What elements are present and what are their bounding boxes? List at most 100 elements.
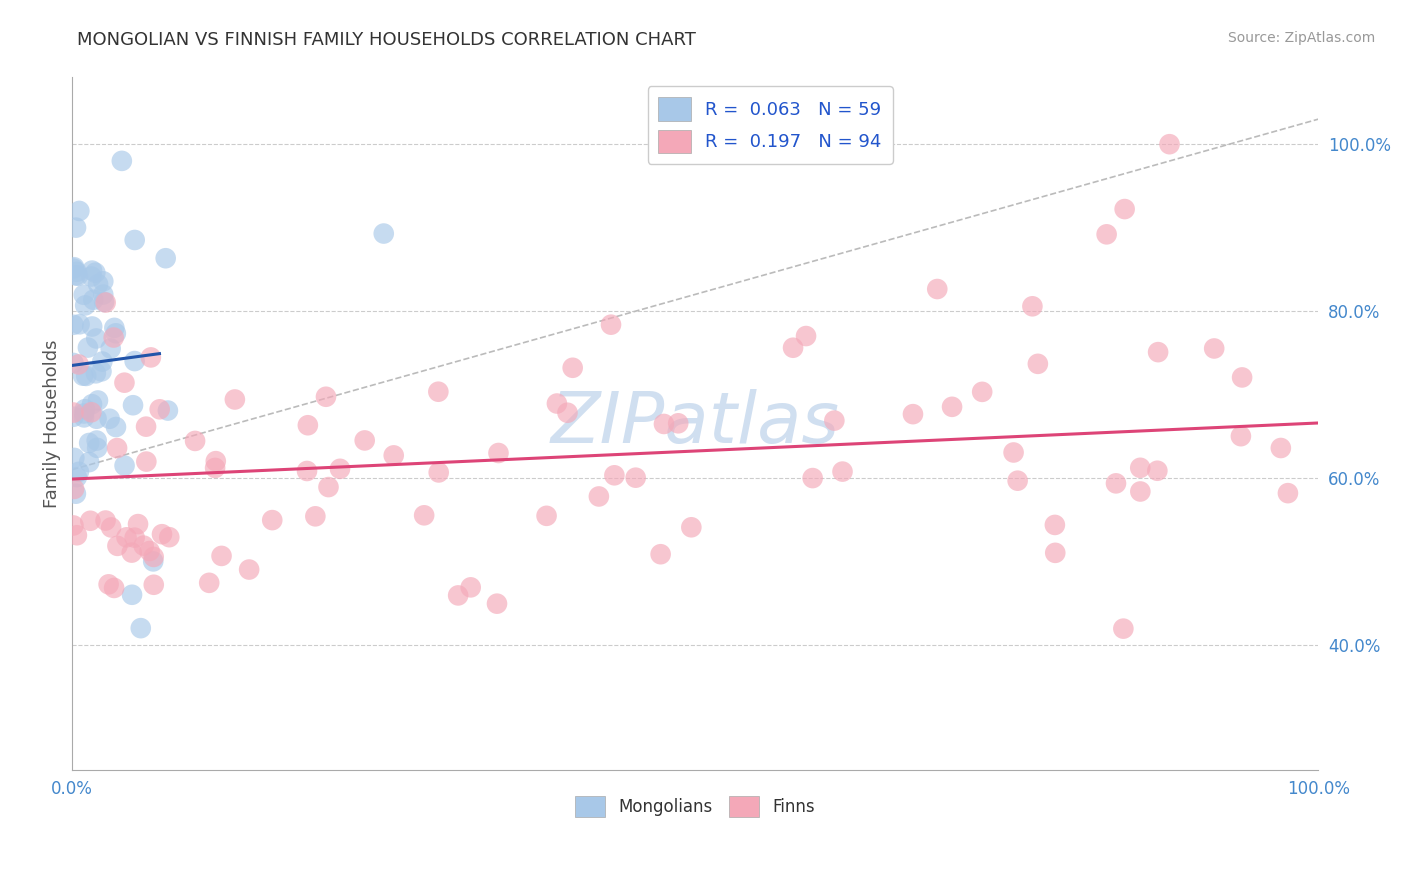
Point bbox=[94, 514, 117, 528]
Point bbox=[184, 434, 207, 448]
Point bbox=[129, 621, 152, 635]
Point bbox=[86, 434, 108, 448]
Point bbox=[122, 398, 145, 412]
Point bbox=[823, 414, 845, 428]
Point bbox=[115, 530, 138, 544]
Point bbox=[295, 464, 318, 478]
Point bbox=[103, 321, 125, 335]
Point bbox=[87, 277, 110, 292]
Point bbox=[121, 588, 143, 602]
Point bbox=[84, 367, 107, 381]
Point bbox=[1129, 460, 1152, 475]
Point bbox=[62, 409, 84, 424]
Point bbox=[62, 318, 84, 332]
Point bbox=[901, 407, 924, 421]
Point bbox=[73, 287, 96, 301]
Point bbox=[67, 465, 90, 479]
Point bbox=[238, 563, 260, 577]
Point bbox=[488, 446, 510, 460]
Point bbox=[75, 368, 97, 383]
Point bbox=[460, 580, 482, 594]
Point bbox=[63, 260, 86, 275]
Point bbox=[1026, 357, 1049, 371]
Point bbox=[135, 454, 157, 468]
Point bbox=[297, 418, 319, 433]
Point bbox=[142, 549, 165, 564]
Point bbox=[80, 397, 103, 411]
Point bbox=[1230, 370, 1253, 384]
Point bbox=[1277, 486, 1299, 500]
Point bbox=[77, 341, 100, 355]
Point bbox=[139, 351, 162, 365]
Point bbox=[782, 341, 804, 355]
Point bbox=[224, 392, 246, 407]
Point bbox=[105, 441, 128, 455]
Point bbox=[111, 153, 134, 168]
Point bbox=[142, 578, 165, 592]
Point bbox=[91, 354, 114, 368]
Point bbox=[66, 528, 89, 542]
Point bbox=[62, 356, 84, 370]
Text: MONGOLIAN VS FINNISH FAMILY HOUSEHOLDS CORRELATION CHART: MONGOLIAN VS FINNISH FAMILY HOUSEHOLDS C… bbox=[77, 31, 696, 49]
Point bbox=[1043, 517, 1066, 532]
Point bbox=[1230, 429, 1253, 443]
Point bbox=[127, 517, 149, 532]
Point bbox=[156, 403, 179, 417]
Point bbox=[427, 466, 450, 480]
Point bbox=[124, 531, 146, 545]
Point bbox=[73, 410, 96, 425]
Point bbox=[413, 508, 436, 523]
Point bbox=[65, 268, 87, 283]
Point bbox=[98, 411, 121, 425]
Point bbox=[132, 539, 155, 553]
Text: Source: ZipAtlas.com: Source: ZipAtlas.com bbox=[1227, 31, 1375, 45]
Point bbox=[157, 530, 180, 544]
Point bbox=[198, 575, 221, 590]
Y-axis label: Family Households: Family Households bbox=[44, 340, 60, 508]
Point bbox=[80, 269, 103, 284]
Point bbox=[1146, 464, 1168, 478]
Point bbox=[86, 441, 108, 455]
Point bbox=[84, 331, 107, 345]
Point bbox=[150, 527, 173, 541]
Point bbox=[93, 295, 115, 310]
Point bbox=[73, 407, 96, 421]
Point bbox=[91, 287, 114, 301]
Legend: Mongolians, Finns: Mongolians, Finns bbox=[568, 789, 823, 824]
Point bbox=[624, 471, 647, 485]
Point bbox=[1114, 202, 1136, 216]
Point bbox=[373, 227, 395, 241]
Point bbox=[67, 203, 90, 218]
Point bbox=[1002, 445, 1025, 459]
Point bbox=[90, 364, 112, 378]
Point bbox=[103, 330, 125, 344]
Point bbox=[94, 295, 117, 310]
Point bbox=[1270, 441, 1292, 455]
Point bbox=[561, 360, 583, 375]
Point bbox=[82, 293, 104, 307]
Point bbox=[315, 390, 337, 404]
Point bbox=[72, 368, 94, 383]
Point bbox=[75, 298, 97, 312]
Point bbox=[69, 318, 91, 332]
Point bbox=[84, 266, 107, 280]
Point bbox=[382, 449, 405, 463]
Point bbox=[114, 376, 136, 390]
Point bbox=[142, 554, 165, 568]
Point bbox=[155, 251, 177, 265]
Point bbox=[972, 384, 994, 399]
Point bbox=[485, 597, 508, 611]
Point bbox=[1045, 546, 1067, 560]
Point bbox=[1105, 476, 1128, 491]
Point bbox=[107, 539, 129, 553]
Point bbox=[82, 319, 104, 334]
Point bbox=[1095, 227, 1118, 242]
Point bbox=[262, 513, 284, 527]
Point bbox=[318, 480, 340, 494]
Point bbox=[91, 274, 114, 288]
Point bbox=[211, 549, 233, 563]
Point bbox=[304, 509, 326, 524]
Point bbox=[801, 471, 824, 485]
Point bbox=[79, 514, 101, 528]
Point bbox=[80, 263, 103, 277]
